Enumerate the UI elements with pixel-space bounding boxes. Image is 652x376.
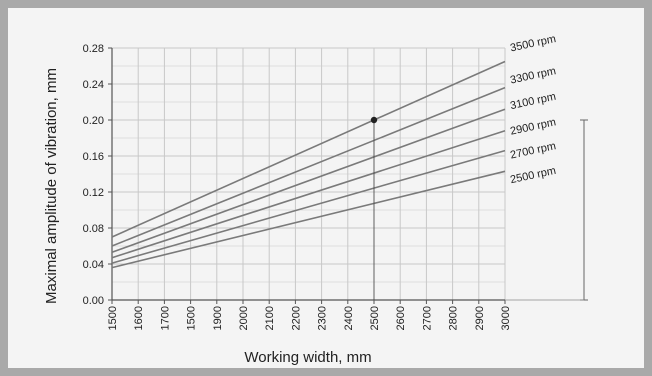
axes xyxy=(108,47,506,304)
y-tick-labels: 0.00 0.04 0.08 0.12 0.16 0.20 0.24 0.28 xyxy=(83,43,104,307)
y-tick-label: 0.08 xyxy=(83,223,104,235)
series-line xyxy=(111,170,506,269)
x-tick-label: 2800 xyxy=(448,306,460,330)
x-tick-label: 2600 xyxy=(395,306,407,330)
grid xyxy=(111,47,506,301)
series-label: 3500 rpm xyxy=(509,33,557,54)
x-tick-label: 1500 xyxy=(186,306,198,330)
series-line xyxy=(111,108,506,254)
series-line xyxy=(111,130,506,259)
y-axis-title: Maximal amplitude of vibration, mm xyxy=(43,68,60,304)
series-label: 2900 rpm xyxy=(509,116,557,137)
marker-point xyxy=(370,116,378,124)
x-tick-label: 2000 xyxy=(238,306,250,330)
y-tick-label: 0.04 xyxy=(83,259,104,271)
x-tick-label: 2300 xyxy=(317,306,329,330)
x-tick-label: 1700 xyxy=(159,306,171,330)
y-tick-label: 0.12 xyxy=(83,187,104,199)
series-labels: 3500 rpm 3300 rpm 3100 rpm 2900 rpm 2700 rpm… xyxy=(509,33,557,186)
x-tick-label: 2500 xyxy=(369,306,381,330)
y-tick-label: 0.16 xyxy=(83,151,104,163)
series-label: 3100 rpm xyxy=(509,91,557,112)
series-line xyxy=(111,60,506,238)
x-tick-label: 3000 xyxy=(500,306,512,330)
x-tick-label: 1500 xyxy=(107,306,119,330)
x-tick-label: 2100 xyxy=(264,306,276,330)
x-tick-label: 2700 xyxy=(421,306,433,330)
x-tick-label: 2900 xyxy=(474,306,486,330)
x-tick-label: 1900 xyxy=(212,306,224,330)
y-tick-label: 0.20 xyxy=(83,115,104,127)
series-label: 2700 rpm xyxy=(509,140,557,161)
y-tick-label: 0.00 xyxy=(83,295,104,307)
series-label: 2500 rpm xyxy=(509,165,557,186)
x-tick-label: 2200 xyxy=(290,306,302,330)
x-tick-label: 1600 xyxy=(133,306,145,330)
series-line xyxy=(111,86,506,247)
y-tick-label: 0.28 xyxy=(83,43,104,55)
series-label: 3300 rpm xyxy=(509,65,557,86)
x-tick-labels: 1500 1600 1700 1500 1900 2000 2100 2200 2300 2400… xyxy=(107,306,512,330)
y-tick-label: 0.24 xyxy=(83,79,104,91)
vibration-chart: 0.00 0.04 0.08 0.12 0.16 0.20 0.24 0.28 1500 160… xyxy=(43,33,588,366)
chart-frame: 0.00 0.04 0.08 0.12 0.16 0.20 0.24 0.28 1500 160… xyxy=(8,8,644,368)
series-line xyxy=(111,149,506,264)
x-tick-label: 2400 xyxy=(343,306,355,330)
series-lines xyxy=(111,60,506,269)
annotations xyxy=(370,116,588,301)
x-axis-title: Working width, mm xyxy=(244,349,371,366)
